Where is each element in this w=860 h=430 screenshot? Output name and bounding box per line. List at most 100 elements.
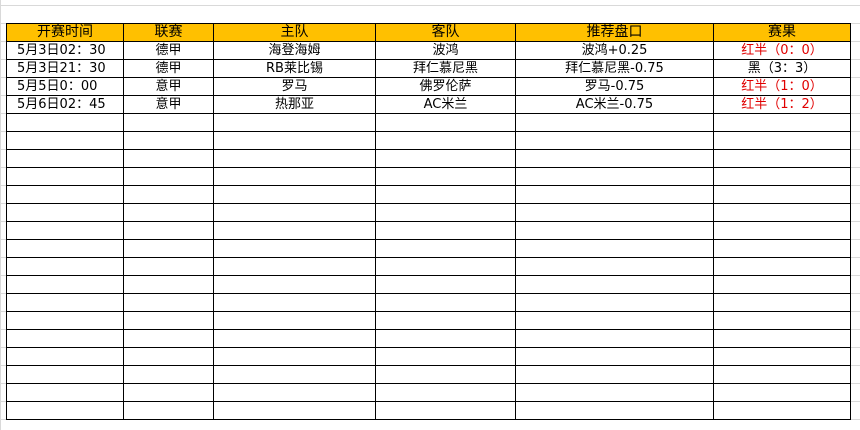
empty-cell xyxy=(375,131,516,150)
cell: 红半（0：0） xyxy=(713,41,851,60)
empty-cell xyxy=(213,329,376,348)
cell: 德甲 xyxy=(123,41,214,60)
empty-cell xyxy=(123,293,214,312)
header-row: 开赛时间 联赛 主队 客队 推荐盘口 赛果 xyxy=(6,23,851,42)
empty-cell xyxy=(713,239,851,258)
empty-row xyxy=(6,347,851,366)
empty-cell xyxy=(375,221,516,240)
empty-cell xyxy=(213,347,376,366)
empty-cell xyxy=(213,275,376,294)
empty-cell xyxy=(515,113,714,132)
empty-cell xyxy=(6,383,124,402)
header-cell: 联赛 xyxy=(123,23,214,42)
header-cell: 赛果 xyxy=(713,23,851,42)
empty-cell xyxy=(213,221,376,240)
empty-cell xyxy=(515,329,714,348)
empty-row xyxy=(6,329,851,348)
empty-row xyxy=(6,383,851,402)
empty-row xyxy=(6,149,851,168)
cell: AC米兰-0.75 xyxy=(515,95,714,114)
cell: 热那亚 xyxy=(213,95,376,114)
empty-cell xyxy=(515,221,714,240)
empty-cell xyxy=(123,167,214,186)
empty-cell xyxy=(213,167,376,186)
cell: 罗马-0.75 xyxy=(515,77,714,96)
empty-cell xyxy=(375,203,516,222)
data-row: 5月6日02：45 意甲 热那亚 AC米兰 AC米兰-0.75 红半（1：2） xyxy=(6,95,851,114)
empty-cell xyxy=(6,221,124,240)
empty-cell xyxy=(375,167,516,186)
empty-cell xyxy=(713,329,851,348)
empty-cell xyxy=(213,113,376,132)
cell: 意甲 xyxy=(123,77,214,96)
empty-cell xyxy=(375,401,516,420)
empty-cell xyxy=(213,185,376,204)
empty-cell xyxy=(213,257,376,276)
empty-cell xyxy=(123,365,214,384)
empty-cell xyxy=(6,365,124,384)
empty-cell xyxy=(375,185,516,204)
empty-cell xyxy=(6,113,124,132)
empty-cell xyxy=(375,383,516,402)
empty-cell xyxy=(515,167,714,186)
empty-cell xyxy=(375,365,516,384)
empty-cell xyxy=(515,131,714,150)
data-row: 5月3日21：30 德甲 RB莱比锡 拜仁慕尼黑 拜仁慕尼黑-0.75 黑（3：3） xyxy=(6,59,851,78)
empty-cell xyxy=(6,275,124,294)
empty-cell xyxy=(123,185,214,204)
empty-cell xyxy=(515,239,714,258)
empty-cell xyxy=(375,257,516,276)
empty-cell xyxy=(6,329,124,348)
empty-cell xyxy=(713,275,851,294)
empty-cell xyxy=(213,365,376,384)
cell: RB莱比锡 xyxy=(213,59,376,78)
empty-cell xyxy=(6,131,124,150)
empty-cell xyxy=(213,401,376,420)
empty-cell xyxy=(6,311,124,330)
empty-row xyxy=(6,113,851,132)
cell: 德甲 xyxy=(123,59,214,78)
cell: 拜仁慕尼黑-0.75 xyxy=(515,59,714,78)
empty-cell xyxy=(123,131,214,150)
empty-cell xyxy=(123,113,214,132)
empty-cell xyxy=(713,311,851,330)
empty-row xyxy=(6,275,851,294)
empty-cell xyxy=(515,203,714,222)
empty-cell xyxy=(713,365,851,384)
empty-cell xyxy=(713,149,851,168)
cell: 5月3日21：30 xyxy=(6,59,124,78)
cell: 罗马 xyxy=(213,77,376,96)
header-cell: 推荐盘口 xyxy=(515,23,714,42)
cell: 5月6日02：45 xyxy=(6,95,124,114)
empty-cell xyxy=(515,365,714,384)
empty-cell xyxy=(6,185,124,204)
empty-cell xyxy=(213,203,376,222)
empty-cell xyxy=(213,383,376,402)
empty-cell xyxy=(375,329,516,348)
empty-cell xyxy=(6,239,124,258)
cell: 意甲 xyxy=(123,95,214,114)
empty-cell xyxy=(123,257,214,276)
cell: 红半（1：0） xyxy=(713,77,851,96)
data-row: 5月5日0：00 意甲 罗马 佛罗伦萨 罗马-0.75 红半（1：0） xyxy=(6,77,851,96)
empty-cell xyxy=(713,347,851,366)
empty-cell xyxy=(515,149,714,168)
empty-row xyxy=(6,257,851,276)
empty-cell xyxy=(713,221,851,240)
cell: 佛罗伦萨 xyxy=(375,77,516,96)
match-table: 开赛时间 联赛 主队 客队 推荐盘口 赛果 5月3日02：30 德甲 海登海姆 波鸿波… xyxy=(6,23,851,420)
empty-cell xyxy=(713,293,851,312)
empty-cell xyxy=(213,131,376,150)
empty-cell xyxy=(123,203,214,222)
header-cell: 主队 xyxy=(213,23,376,42)
empty-cell xyxy=(123,311,214,330)
empty-cell xyxy=(375,113,516,132)
empty-row xyxy=(6,167,851,186)
empty-cell xyxy=(375,239,516,258)
empty-cell xyxy=(713,257,851,276)
empty-cell xyxy=(123,347,214,366)
empty-cell xyxy=(123,383,214,402)
empty-cell xyxy=(515,383,714,402)
empty-cell xyxy=(515,347,714,366)
empty-cell xyxy=(6,401,124,420)
